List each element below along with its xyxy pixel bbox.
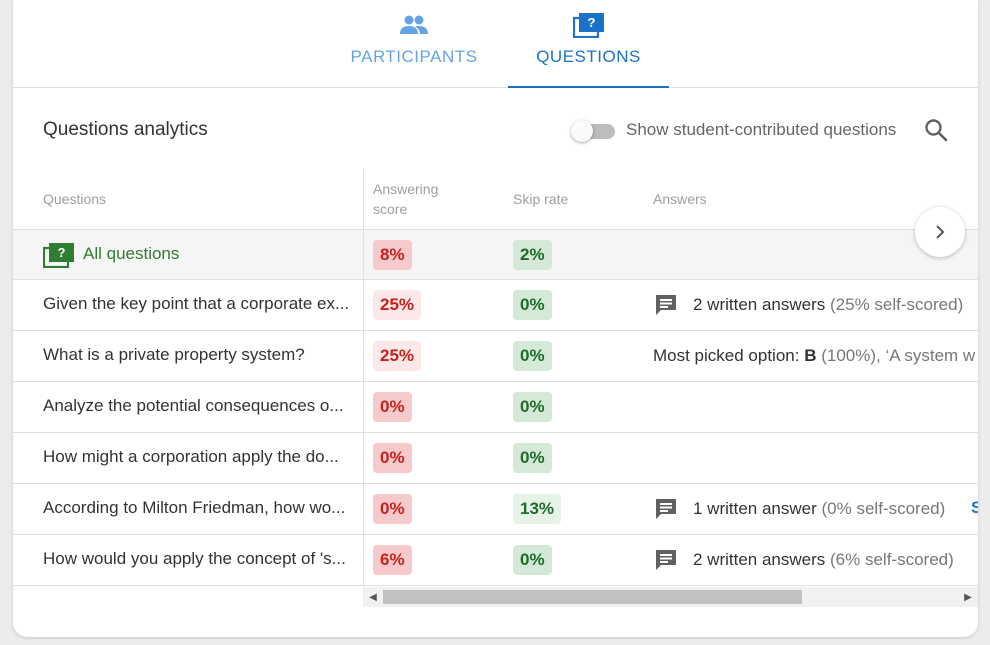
tab-participants-label: PARTICIPANTS	[350, 47, 478, 66]
horizontal-scrollbar[interactable]: ◀ ▶	[363, 587, 978, 607]
chevron-right-icon	[936, 225, 945, 239]
questions-icon: ?	[42, 242, 75, 273]
column-header-answering-score[interactable]: Answering score	[373, 179, 438, 219]
comment-icon	[656, 295, 676, 315]
answers-count: 1 written answer	[693, 499, 817, 518]
column-header-skip-rate[interactable]: Skip rate	[513, 191, 569, 207]
score-badge: 0%	[373, 392, 412, 422]
answers-summary[interactable]: 1 written answer (0% self-scored)	[653, 494, 945, 524]
scroll-right-arrow-icon[interactable]: ▶	[964, 591, 972, 603]
skip-rate-badge: 0%	[513, 290, 552, 320]
answers-summary[interactable]: 2 written answers (6% self-scored)	[653, 545, 954, 575]
svg-text:?: ?	[58, 245, 66, 260]
question-text[interactable]: What is a private property system?	[43, 345, 305, 364]
skip-rate-badge: 0%	[513, 545, 552, 575]
most-picked-label: Most picked option:	[653, 346, 800, 365]
score-badge: 25%	[373, 341, 422, 371]
comment-icon	[656, 499, 676, 519]
page-title: Questions analytics	[43, 119, 208, 140]
table-row[interactable]: How would you apply the concept of 's...…	[13, 535, 978, 586]
column-header-questions[interactable]: Questions	[43, 191, 107, 207]
skip-rate-badge: 0%	[513, 392, 552, 422]
tab-participants[interactable]: PARTICIPANTS	[338, 0, 490, 88]
truncated-link[interactable]: S	[971, 498, 978, 517]
score-badge: 6%	[373, 545, 412, 575]
scrollbar-thumb[interactable]	[383, 590, 802, 604]
all-questions-label: All questions	[83, 244, 180, 263]
answers-count: 2 written answers	[693, 550, 826, 569]
toggle-knob	[571, 120, 593, 142]
svg-text:?: ?	[587, 15, 595, 30]
table-row[interactable]: How might a corporation apply the do... …	[13, 433, 978, 484]
analytics-card: PARTICIPANTS ? QUESTIONS Questions analy…	[13, 0, 978, 637]
answers-self-scored: (25% self-scored)	[830, 295, 964, 314]
question-text[interactable]: Given the key point that a corporate ex.…	[43, 294, 350, 313]
questions-icon: ?	[572, 12, 605, 38]
table-row[interactable]: According to Milton Friedman, how wo... …	[13, 484, 978, 535]
column-header-answering-score-line1: Answering	[373, 181, 439, 197]
answers-summary[interactable]: Most picked option: B (100%), ‘A system …	[653, 341, 975, 371]
table-row[interactable]: What is a private property system? 25% 0…	[13, 331, 978, 382]
answers-self-scored: (6% self-scored)	[830, 550, 954, 569]
question-text[interactable]: How might a corporation apply the do...	[43, 447, 339, 466]
column-divider	[363, 169, 364, 587]
skip-rate-badge: 0%	[513, 443, 552, 473]
all-questions-row[interactable]: ? All questions 8% 2%	[13, 229, 978, 280]
most-picked-option: B	[804, 346, 817, 365]
tab-questions[interactable]: ? QUESTIONS	[508, 0, 669, 88]
table-row[interactable]: Analyze the potential consequences o... …	[13, 382, 978, 433]
toggle-label: Show student-contributed questions	[626, 120, 897, 139]
answers-clip: Most picked option: B (100%), ‘A system …	[653, 331, 978, 382]
scroll-right-button[interactable]	[915, 207, 965, 257]
score-badge: 0%	[373, 494, 412, 524]
score-badge: 8%	[373, 240, 412, 270]
search-icon[interactable]	[923, 117, 949, 143]
table-row[interactable]: Given the key point that a corporate ex.…	[13, 280, 978, 331]
answers-summary[interactable]: 2 written answers (25% self-scored)	[653, 290, 963, 320]
question-text[interactable]: Analyze the potential consequences o...	[43, 396, 344, 415]
comment-icon	[656, 550, 676, 570]
skip-rate-badge: 0%	[513, 341, 552, 371]
tab-questions-label: QUESTIONS	[536, 47, 641, 66]
answers-count: 2 written answers	[693, 295, 826, 314]
score-badge: 25%	[373, 290, 422, 320]
skip-rate-badge: 13%	[513, 494, 562, 524]
column-header-answers[interactable]: Answers	[653, 191, 707, 207]
answers-self-scored: (0% self-scored)	[821, 499, 946, 518]
people-icon	[399, 12, 429, 38]
analytics-header: Questions analytics Show student-contrib…	[13, 89, 978, 169]
student-questions-toggle[interactable]	[571, 120, 617, 142]
score-badge: 0%	[373, 443, 412, 473]
most-picked-detail: (100%), ‘A system w	[821, 346, 976, 365]
scroll-left-arrow-icon[interactable]: ◀	[369, 591, 377, 603]
column-header-answering-score-line2: score	[373, 201, 408, 217]
question-text[interactable]: How would you apply the concept of 's...	[43, 549, 346, 568]
tab-bar: PARTICIPANTS ? QUESTIONS	[13, 0, 978, 88]
skip-rate-badge: 2%	[513, 240, 552, 270]
question-text[interactable]: According to Milton Friedman, how wo...	[43, 498, 346, 517]
